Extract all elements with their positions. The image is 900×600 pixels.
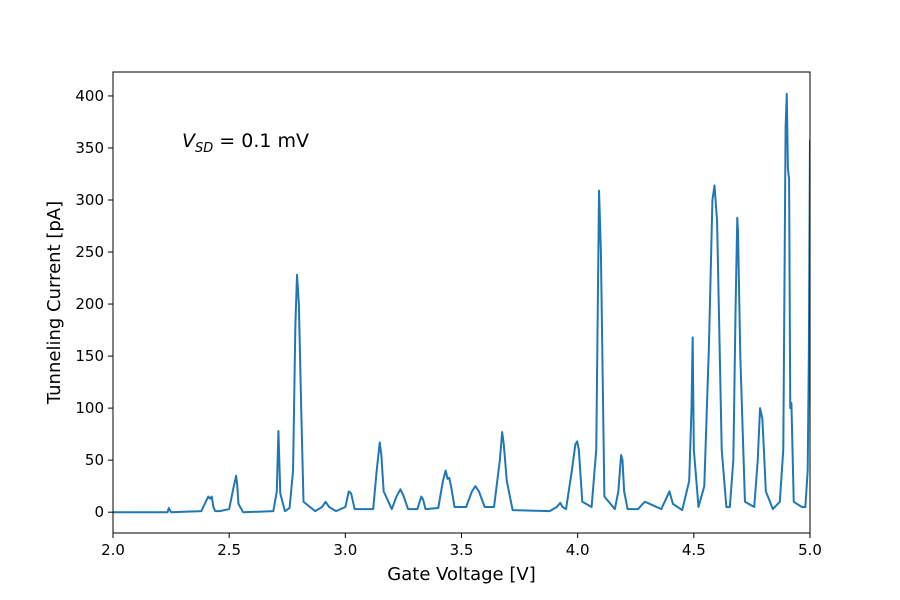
x-tick-label: 5.0: [798, 541, 822, 559]
x-tick-label: 3.5: [450, 541, 474, 559]
y-axis-label: Tunneling Current [pA]: [44, 201, 65, 405]
y-tick-label: 400: [75, 87, 104, 105]
y-tick-label: 350: [75, 139, 104, 157]
x-tick-label: 3.0: [333, 541, 357, 559]
y-tick-label: 200: [75, 295, 104, 313]
x-axis-label: Gate Voltage [V]: [387, 564, 535, 585]
y-tick-label: 250: [75, 243, 104, 261]
x-tick-label: 4.0: [566, 541, 590, 559]
y-tick-label: 100: [75, 399, 104, 417]
series-line-0: [113, 92, 810, 514]
y-tick-label: 300: [75, 191, 104, 209]
axes: 2.0 2.5 3.0 3.5 4.0 4.5 5.0 0 50 100 150 200 250 300 3…: [75, 71, 822, 559]
x-tick-label: 2.5: [217, 541, 241, 559]
x-tick-label: 4.5: [682, 541, 706, 559]
annotation-variable: V: [182, 130, 197, 152]
annotation-subscript: SD: [195, 141, 213, 156]
y-tick-label: 150: [75, 347, 104, 365]
plot-area: [113, 92, 810, 514]
y-tick-label: 0: [94, 503, 104, 521]
y-tick-label: 50: [85, 451, 104, 469]
annotation-value: = 0.1 mV: [213, 130, 309, 152]
vsd-annotation: VSD = 0.1 mV: [182, 130, 309, 156]
x-tick-label: 2.0: [101, 541, 125, 559]
